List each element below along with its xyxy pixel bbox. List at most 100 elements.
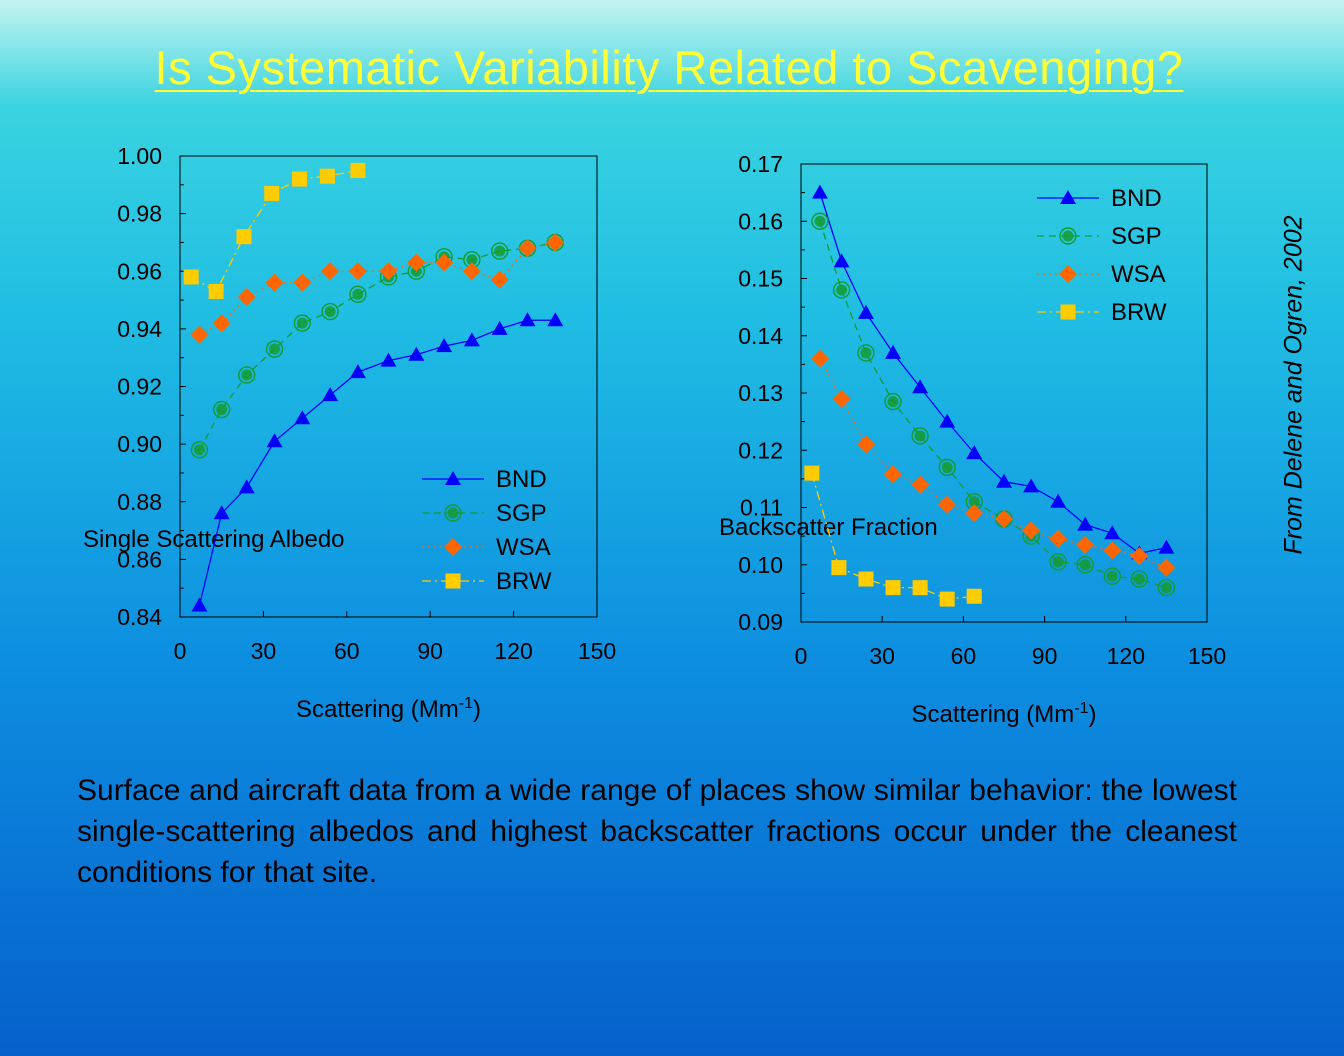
- chart1-ytick-label: 0.94: [117, 316, 162, 342]
- chart1-bnd-point: [436, 338, 453, 353]
- chart2-legend-marker: [1059, 265, 1077, 283]
- chart1-legend-marker: [444, 504, 462, 522]
- chart2-ylabel: Backscatter Fraction: [719, 514, 938, 541]
- chart1-bnd-point: [349, 364, 366, 379]
- chart1-sgp-point-dot: [296, 317, 308, 329]
- chart2-wsa-point: [1157, 558, 1176, 577]
- chart1-legend-label: SGP: [496, 500, 547, 527]
- chart2-wsa-point: [856, 435, 875, 454]
- chart2-legend-marker: [1060, 190, 1076, 204]
- chart1-sgp-point-dot: [193, 444, 205, 456]
- chart2-sgp-point: [1130, 570, 1149, 588]
- chart2-xtick-label: 90: [1032, 643, 1058, 669]
- chart2-legend-label: WSA: [1111, 261, 1166, 288]
- chart1-xtick-label: 90: [417, 638, 443, 664]
- chart2-bnd-point: [1050, 493, 1067, 508]
- chart1-ytick-label: 0.86: [117, 546, 162, 572]
- chart1-wsa-point: [518, 239, 537, 258]
- chart2-wsa-point: [938, 495, 957, 514]
- chart2-sgp-point-ring: [857, 344, 875, 362]
- chart2-ytick-label: 0.15: [738, 266, 783, 292]
- chart2-bnd-point: [996, 473, 1012, 488]
- chart2-legend-marker: [1060, 304, 1076, 320]
- chart2-legend-label: BND: [1111, 185, 1162, 212]
- chart1-legend-label: BND: [496, 466, 547, 493]
- chart1-sgp-point-dot: [466, 254, 478, 266]
- chart1-legend-marker: [445, 471, 461, 485]
- chart2-wsa-point: [1103, 541, 1122, 560]
- chart1-xtick-label: 60: [334, 638, 360, 664]
- chart2-bnd-point: [1158, 539, 1175, 554]
- chart1-sgp-point-ring: [190, 441, 209, 459]
- chart2-legend-marker-ring: [1059, 227, 1077, 245]
- chart1-bnd-point: [294, 410, 311, 425]
- chart1-bnd-point: [408, 346, 425, 361]
- chart2-bnd-point: [833, 253, 850, 268]
- chart1-brw-point: [208, 283, 224, 299]
- chart1-sgp-point: [293, 314, 312, 332]
- chart1-bnd-point: [519, 312, 536, 327]
- chart1-brw-point: [264, 185, 280, 201]
- chart2-sgp-point-dot: [1160, 582, 1172, 594]
- chart2-wsa-point: [832, 389, 851, 408]
- chart2-sgp-point-dot: [1106, 570, 1118, 582]
- caption-text: Surface and aircraft data from a wide ra…: [77, 774, 1237, 889]
- chart2-sgp-point-dot: [814, 215, 826, 227]
- chart1-sgp-point-ring: [349, 285, 367, 303]
- chart1-sgp-point-dot: [269, 343, 281, 355]
- chart1-bnd-point: [191, 597, 208, 612]
- chart1-wsa-point: [546, 233, 565, 252]
- chart1-wsa-point: [212, 314, 231, 333]
- chart1-brw-point: [319, 168, 335, 184]
- chart1-ytick-label: 1.00: [117, 143, 162, 169]
- chart1-legend-sgp: SGP: [422, 500, 547, 527]
- chart1-bnd-point: [380, 352, 397, 367]
- chart2-sgp-point-ring: [1103, 567, 1121, 585]
- chart2-legend-label: SGP: [1111, 223, 1162, 250]
- chart1-xlabel-end: ): [473, 696, 481, 723]
- chart2-legend-bnd: BND: [1037, 185, 1162, 212]
- chart1-ytick-label: 0.90: [117, 431, 162, 457]
- chart2-legend-wsa: WSA: [1037, 261, 1166, 288]
- chart2-sgp-point-ring: [1130, 570, 1149, 588]
- chart1-bnd-point: [547, 312, 564, 327]
- chart2-legend-marker: [1059, 227, 1077, 245]
- chart2-ytick-label: 0.13: [738, 380, 783, 406]
- chart1-sgp-point-dot: [216, 404, 228, 416]
- chart1-ytick-label: 0.98: [117, 201, 162, 227]
- chart1-sgp-point-ring: [321, 302, 339, 321]
- chart2-series-brw: [804, 465, 982, 607]
- chart1-xtick-label: 120: [494, 638, 532, 664]
- chart2-sgp-point: [1076, 556, 1094, 574]
- chart2-sgp-point: [911, 427, 929, 445]
- chart1-bnd-point: [322, 387, 339, 402]
- chart2-xlabel-main: Scattering (Mm: [912, 701, 1075, 728]
- chart1-legend-bnd: BND: [422, 466, 547, 493]
- chart2-sgp-point-dot: [1052, 556, 1064, 568]
- chart2-bnd-point: [1104, 525, 1121, 540]
- chart2-xtick-label: 30: [869, 643, 895, 669]
- chart1-xtick-label: 30: [251, 638, 277, 664]
- chart1-brw-point: [292, 171, 308, 187]
- chart2-wsa-point: [810, 349, 829, 368]
- chart1-wsa-point: [490, 270, 509, 289]
- chart2-sgp-point-dot: [860, 347, 872, 359]
- chart2-xtick-label: 150: [1188, 643, 1226, 669]
- chart1-brw-point: [350, 162, 366, 178]
- chart1-legend-marker-ring: [444, 504, 462, 522]
- chart1-sgp-point-dot: [494, 245, 506, 257]
- chart1-sgp-point-ring: [265, 340, 284, 358]
- chart2-sgp-point-dot: [1133, 573, 1145, 585]
- slide-title: Is Systematic Variability Related to Sca…: [154, 41, 1184, 94]
- albedo-chart: 0.84 0.86 0.88 0.90 0.92 0.94 0.96 0.98 1.00 0 30 6…: [83, 143, 616, 723]
- chart2-ytick-label: 0.12: [738, 437, 783, 463]
- chart1-legend-label: WSA: [496, 534, 551, 561]
- chart1-sgp-point: [491, 242, 509, 260]
- chart1-wsa-point: [265, 273, 284, 292]
- chart2-sgp-line: [819, 221, 1167, 589]
- chart2-xtick-label: 60: [951, 643, 977, 669]
- chart1-series-wsa: [190, 233, 565, 344]
- chart2-bnd-point: [966, 445, 983, 460]
- chart2-ytick-label: 0.10: [738, 552, 783, 578]
- chart1-series-brw: [183, 162, 366, 299]
